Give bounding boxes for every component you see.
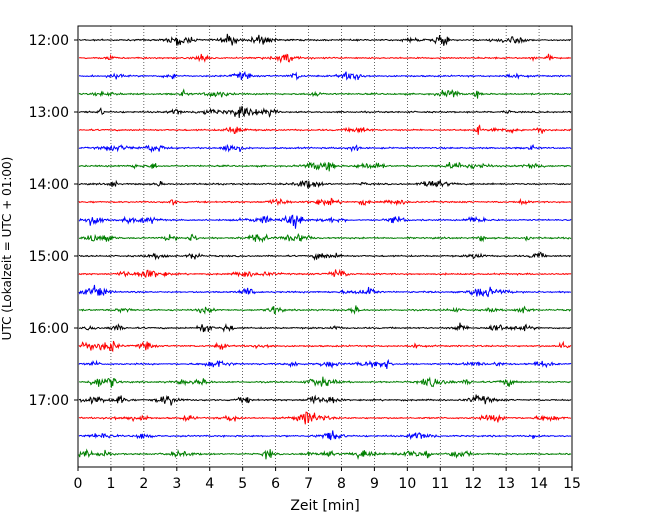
y-tick-label: 15:00: [29, 249, 69, 265]
x-tick-label: 9: [370, 476, 379, 492]
y-ticks: 12:00 13:00 14:00 15:00 16:00 17:00: [29, 33, 78, 409]
y-tick-label: 13:00: [29, 105, 69, 121]
trace-line: [78, 33, 572, 47]
x-tick-label: 14: [530, 476, 548, 492]
trace-line: [78, 430, 572, 441]
trace-line: [78, 197, 572, 207]
y-tick-label: 12:00: [29, 33, 69, 49]
y-tick-label: 14:00: [29, 177, 69, 193]
trace-line: [78, 251, 572, 261]
trace-line: [78, 376, 572, 388]
x-tick-label: 2: [139, 476, 148, 492]
trace-line: [78, 124, 572, 135]
x-tick-label: 7: [304, 476, 313, 492]
plot-frame: [77, 25, 573, 468]
trace-line: [78, 394, 572, 406]
x-tick-label: 6: [271, 476, 280, 492]
trace-line: [78, 214, 572, 229]
x-tick-label: 1: [106, 476, 115, 492]
trace-line: [78, 233, 572, 244]
x-tick-label: 3: [172, 476, 181, 492]
x-axis-label: Zeit [min]: [290, 498, 359, 514]
trace-line: [78, 105, 572, 118]
x-tick-label: 4: [205, 476, 214, 492]
x-tick-label: 5: [238, 476, 247, 492]
y-tick-label: 16:00: [29, 321, 69, 337]
x-tick-label: 15: [563, 476, 581, 492]
x-tick-label: 10: [398, 476, 416, 492]
trace-line: [78, 143, 572, 154]
seismic-traces: [78, 33, 572, 461]
trace-line: [78, 322, 572, 333]
trace-line: [78, 178, 572, 189]
y-axis-label: UTC (Lokalzeit = UTC + 01:00): [0, 157, 14, 341]
trace-line: [78, 284, 572, 298]
x-tick-label: 12: [464, 476, 482, 492]
trace-line: [78, 411, 572, 425]
trace-line: [78, 161, 572, 172]
trace-line: [78, 358, 572, 369]
trace-line: [78, 448, 572, 461]
trace-line: [78, 305, 572, 315]
trace-line: [78, 70, 572, 81]
x-tick-label: 13: [497, 476, 515, 492]
y-tick-label: 17:00: [29, 393, 69, 409]
trace-line: [78, 268, 572, 278]
trace-line: [78, 340, 572, 353]
trace-line: [78, 88, 572, 99]
x-tick-label: 0: [74, 476, 83, 492]
x-tick-label: 8: [337, 476, 346, 492]
x-tick-label: 11: [431, 476, 449, 492]
trace-line: [78, 53, 572, 64]
x-ticks: 0 1 2 3 4 5 6 7 8 9 10 11 12 13 14 15: [74, 467, 581, 492]
